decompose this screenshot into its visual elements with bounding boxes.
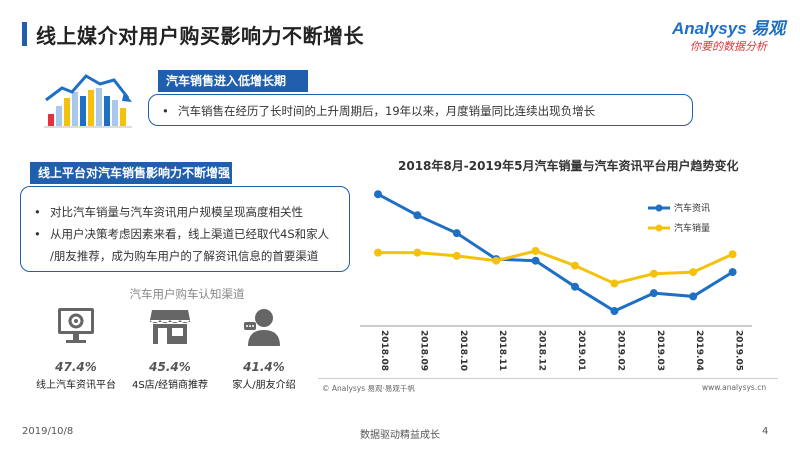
series-line-1 (378, 249, 734, 286)
series-1-point-5 (571, 261, 579, 270)
series-1-point-8 (689, 268, 698, 277)
footer-slogan: 数据驱动精益成长 (360, 430, 440, 441)
x-tick-label-0: 2018.08 (379, 330, 389, 371)
influence-bullet-1: • 对比汽车销量与汽车资讯用户规模呈现高度相关性 (34, 205, 303, 219)
footer-date: 2019/10/8 (22, 426, 74, 437)
channel-4s-value: 45.4% (149, 360, 191, 374)
legend-label-0: 汽车资讯 (674, 202, 710, 214)
series-0-point-4 (531, 256, 540, 265)
channels-title: 汽车用户购车认知渠道 (129, 287, 245, 301)
x-tick-label-2: 2018.10 (458, 330, 468, 371)
channel-4s-label: 4S店/经销商推荐 (131, 380, 209, 391)
series-0-point-5 (571, 282, 579, 291)
title-accent-bar (22, 22, 27, 46)
series-line-0 (377, 192, 734, 313)
section-tag-low-growth: 汽车销售进入低增长期 (158, 70, 308, 92)
influence-bullet-3-text: /朋友推荐，成为购车用户的了解资讯信息的首要渠道 (50, 249, 319, 263)
series-0-point-0 (374, 190, 382, 199)
series-1-point-7 (649, 269, 658, 278)
series-1-point-4 (531, 247, 540, 255)
series-1-point-1 (413, 248, 422, 257)
source-divider (318, 378, 778, 379)
low-growth-bullet-text: 汽车销售在经历了长时间的上升周期后，19年以来，月度销量同比连续出现负增长 (178, 104, 596, 118)
page-number: 4 (762, 426, 769, 437)
page-title: 线上媒介对用户购买影响力不断增长 (36, 24, 364, 48)
chart-site-url: www.analysys.cn (702, 383, 767, 392)
channel-online-value: 47.4% (55, 360, 97, 374)
x-tick-label-9: 2019.05 (734, 330, 744, 371)
series-0-point-9 (728, 268, 737, 277)
influence-bullet-2: • 从用户决策考虑因素来看，线上渠道已经取代4S和家人 (34, 227, 330, 241)
legend-label-1: 汽车销量 (674, 222, 710, 234)
x-tick-label-4: 2018.12 (537, 330, 547, 371)
x-tick-label-7: 2019.03 (655, 330, 665, 371)
x-tick-label-8: 2019.04 (694, 330, 704, 371)
channel-family-label: 家人/朋友介绍 (232, 380, 296, 391)
series-1-point-9 (728, 250, 737, 259)
x-tick-label-6: 2019.02 (615, 330, 625, 371)
x-tick-label-1: 2018.09 (418, 330, 428, 371)
person-chat-icon (244, 309, 280, 346)
series-0-point-6 (610, 307, 619, 316)
low-growth-box (148, 94, 693, 126)
x-tick-label-5: 2019.01 (576, 330, 586, 371)
series-1-point-2 (452, 251, 461, 260)
x-tick-label-3: 2018.11 (497, 330, 507, 371)
section-tag-online-influence: 线上平台对汽车销售影响力不断增强 (30, 162, 232, 184)
series-0-point-7 (649, 289, 658, 298)
trend-line-chart: 2018.08 2018.09 2018.10 2018.11 2018.12 2019.… (360, 190, 752, 371)
series-0-point-2 (452, 229, 461, 238)
logo-main-text: Analysys 易观 (672, 19, 786, 38)
channel-online-label: 线上汽车资讯平台 (36, 380, 116, 391)
series-0-point-8 (689, 292, 698, 301)
bar-growth-icon (44, 74, 132, 128)
low-growth-bullet: • 汽车销售在经历了长时间的上升周期后，19年以来，月度销量同比连续出现负增长 (162, 104, 596, 118)
legend-marker-1 (655, 224, 663, 232)
series-1-point-6 (610, 279, 619, 288)
chart-source: © Analysys 易观·易观千帆 (322, 384, 415, 393)
store-icon (150, 310, 190, 344)
logo-sub-text: 你要的数据分析 (690, 40, 767, 53)
series-0-point-1 (413, 211, 422, 220)
influence-bullet-2-text: 从用户决策考虑因素来看，线上渠道已经取代4S和家人 (50, 227, 330, 241)
chart-title: 2018年8月-2019年5月汽车销量与汽车资讯平台用户趋势变化 (398, 159, 739, 173)
analysys-logo: Analysys 易观 你要的数据分析 (672, 14, 788, 58)
legend-marker-0 (655, 204, 663, 212)
channel-family-value: 41.4% (243, 360, 285, 374)
series-1-point-0 (374, 248, 382, 257)
influence-bullet-1-text: 对比汽车销量与汽车资讯用户规模呈现高度相关性 (50, 205, 303, 219)
monitor-gear-icon (58, 308, 94, 343)
series-1-point-3 (492, 256, 501, 265)
online-influence-box (20, 186, 350, 272)
